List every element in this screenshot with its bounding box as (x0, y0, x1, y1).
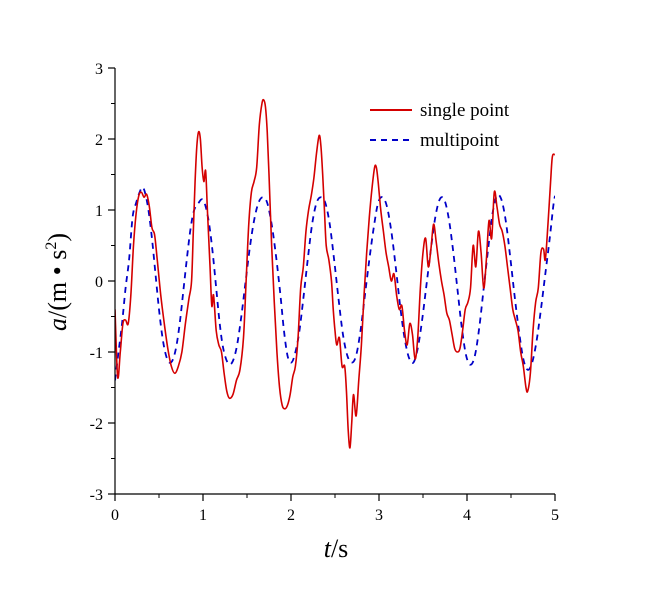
y-tick-label: 3 (95, 61, 103, 78)
x-tick-label: 1 (199, 507, 207, 524)
y-tick-label: -3 (90, 487, 103, 504)
x-tick-label: 0 (111, 507, 119, 524)
y-tick-label: 1 (95, 203, 103, 220)
legend-label-multipoint: multipoint (420, 130, 500, 151)
tick-labels: 0 1 2 3 4 5 -3 -2 -1 0 1 2 3 (90, 61, 559, 524)
x-tick-label: 5 (551, 507, 559, 524)
legend: single point multipoint (370, 100, 510, 151)
x-axis-title: t/s (324, 534, 349, 563)
y-tick-label: 2 (95, 132, 103, 149)
y-tick-label: -1 (90, 345, 103, 362)
y-tick-label: -2 (90, 416, 103, 433)
legend-label-single-point: single point (420, 100, 510, 121)
series-line-multipoint (115, 186, 555, 381)
y-tick-label: 0 (95, 274, 103, 291)
x-tick-label: 2 (287, 507, 295, 524)
x-tick-label: 3 (375, 507, 383, 524)
x-tick-label: 4 (463, 507, 471, 524)
tick-marks (108, 67, 556, 501)
series-layer (115, 98, 555, 449)
y-axis-title: a/(m • s2) (43, 233, 72, 331)
series-line-single-point (115, 98, 555, 449)
